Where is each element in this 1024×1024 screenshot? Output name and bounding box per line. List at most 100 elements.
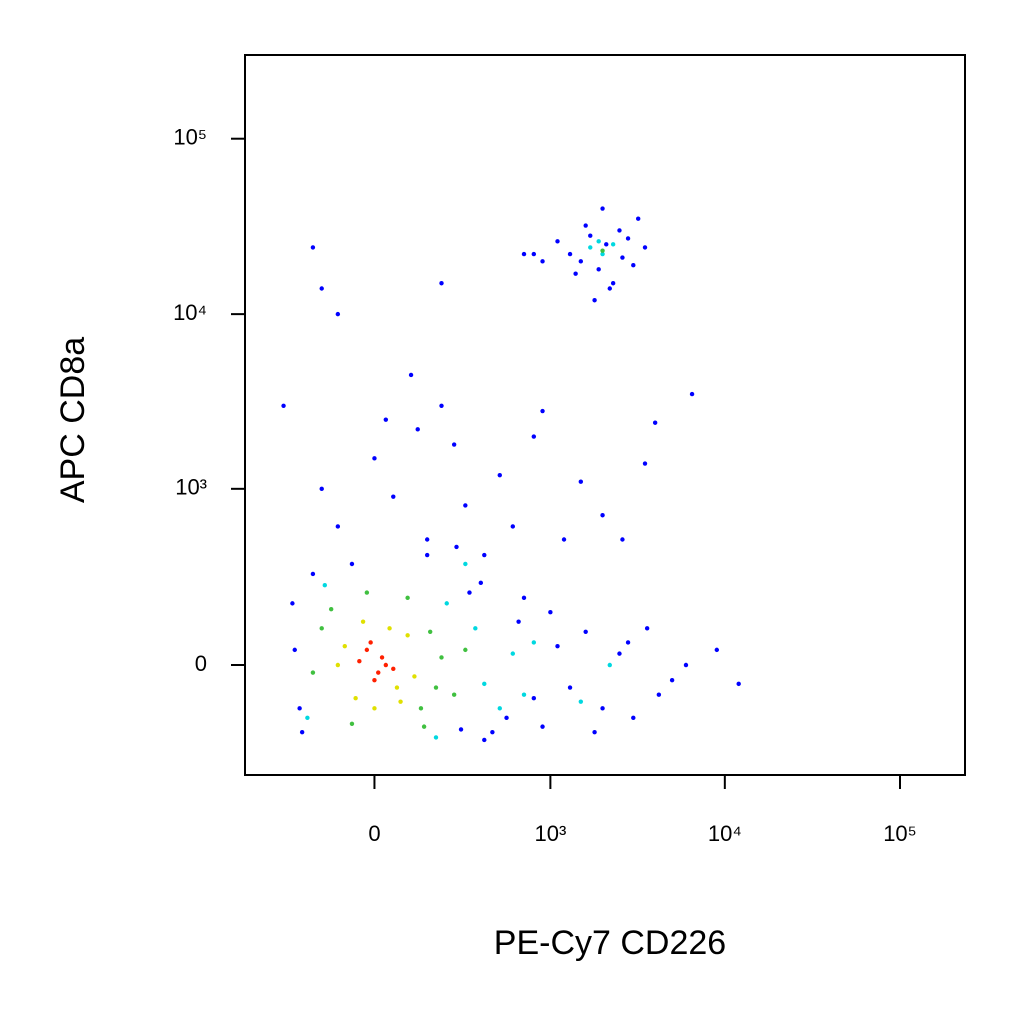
event-dot (387, 626, 392, 631)
event-dot (600, 206, 605, 211)
event-dot (600, 513, 605, 518)
y-tick-label: 10⁴ (173, 300, 207, 325)
y-tick-label: 10⁵ (173, 125, 207, 150)
event-dot (439, 403, 444, 408)
event-dot (335, 524, 341, 529)
event-dot (421, 724, 427, 729)
event-dot (652, 420, 658, 425)
event-dot (567, 685, 573, 690)
event-dot (531, 251, 537, 257)
event-dot (372, 677, 377, 683)
event-dot (310, 571, 316, 577)
event-dot (521, 595, 527, 601)
event-dot (433, 735, 439, 740)
event-dot (418, 706, 424, 711)
event-dot (364, 590, 370, 595)
event-dot (463, 503, 468, 508)
event-dot (578, 699, 584, 704)
event-dot (305, 715, 310, 721)
event-dot (292, 647, 297, 653)
event-dot (600, 706, 605, 711)
event-dot (349, 561, 355, 567)
event-dot (467, 590, 472, 595)
event-dot (383, 417, 389, 422)
event-dot (319, 286, 324, 291)
event-dot (482, 552, 487, 558)
event-dot (433, 685, 439, 690)
event-dot (497, 472, 502, 478)
event-dot (583, 223, 588, 228)
event-dot (510, 651, 516, 656)
event-dot (516, 619, 521, 624)
event-dot (604, 242, 609, 247)
event-dot (689, 391, 695, 397)
event-dot (335, 311, 341, 317)
event-dot (620, 537, 625, 542)
event-dot (451, 692, 457, 697)
event-dot (405, 595, 410, 601)
event-dot (424, 537, 430, 542)
event-dot (610, 242, 616, 247)
event-dot (408, 372, 414, 378)
event-dot (372, 706, 377, 711)
event-dot (353, 696, 358, 701)
event-dot (642, 245, 648, 250)
event-dot (497, 706, 502, 711)
event-dot (521, 251, 527, 257)
event-dot (669, 677, 675, 683)
event-dot (458, 727, 464, 732)
event-dot (540, 259, 545, 264)
event-dot (578, 259, 584, 264)
event-dot (412, 674, 417, 679)
event-dot (322, 582, 327, 588)
event-dot (391, 666, 396, 672)
event-dot (583, 629, 588, 634)
event-dot (482, 681, 487, 687)
event-dot (451, 442, 457, 447)
event-dot (299, 729, 305, 735)
event-dot (617, 228, 622, 233)
event-dot (642, 461, 648, 466)
event-dot (281, 403, 286, 408)
event-dot (736, 681, 741, 687)
event-dot (625, 236, 631, 241)
x-tick-label: 10⁵ (883, 821, 917, 846)
event-dot (335, 662, 341, 668)
event-dot (588, 245, 593, 250)
event-dot (714, 647, 720, 653)
event-dot (357, 659, 362, 664)
x-axis-title: PE-Cy7 CD226 (494, 924, 726, 962)
x-tick-label: 10⁴ (708, 821, 742, 846)
event-dot (617, 651, 622, 656)
plot-frame (244, 54, 966, 776)
event-dot (328, 606, 334, 612)
event-dot (567, 251, 573, 257)
event-dot (555, 239, 560, 244)
event-dot (636, 216, 641, 221)
x-tick-label: 10³ (534, 821, 566, 846)
event-dot (372, 456, 377, 461)
event-dot (548, 609, 553, 615)
event-dot (490, 729, 495, 735)
event-dot (625, 640, 631, 645)
event-dot (379, 655, 385, 660)
event-dot (644, 626, 650, 631)
event-dot (444, 601, 449, 606)
event-dot (478, 580, 484, 586)
event-dot (555, 643, 560, 649)
event-dot (683, 662, 689, 668)
event-dot (310, 245, 316, 250)
event-dot (454, 544, 459, 550)
event-dot (394, 685, 400, 690)
event-dot (473, 626, 478, 631)
event-dot (290, 601, 295, 606)
event-dot (600, 248, 605, 253)
event-dot (610, 281, 616, 286)
event-dot (360, 619, 366, 624)
y-tick-label: 10³ (175, 475, 207, 500)
event-dot (592, 729, 597, 735)
event-dot (521, 692, 527, 697)
event-dot (631, 715, 636, 721)
event-dot (342, 643, 347, 649)
event-dot (620, 255, 625, 260)
